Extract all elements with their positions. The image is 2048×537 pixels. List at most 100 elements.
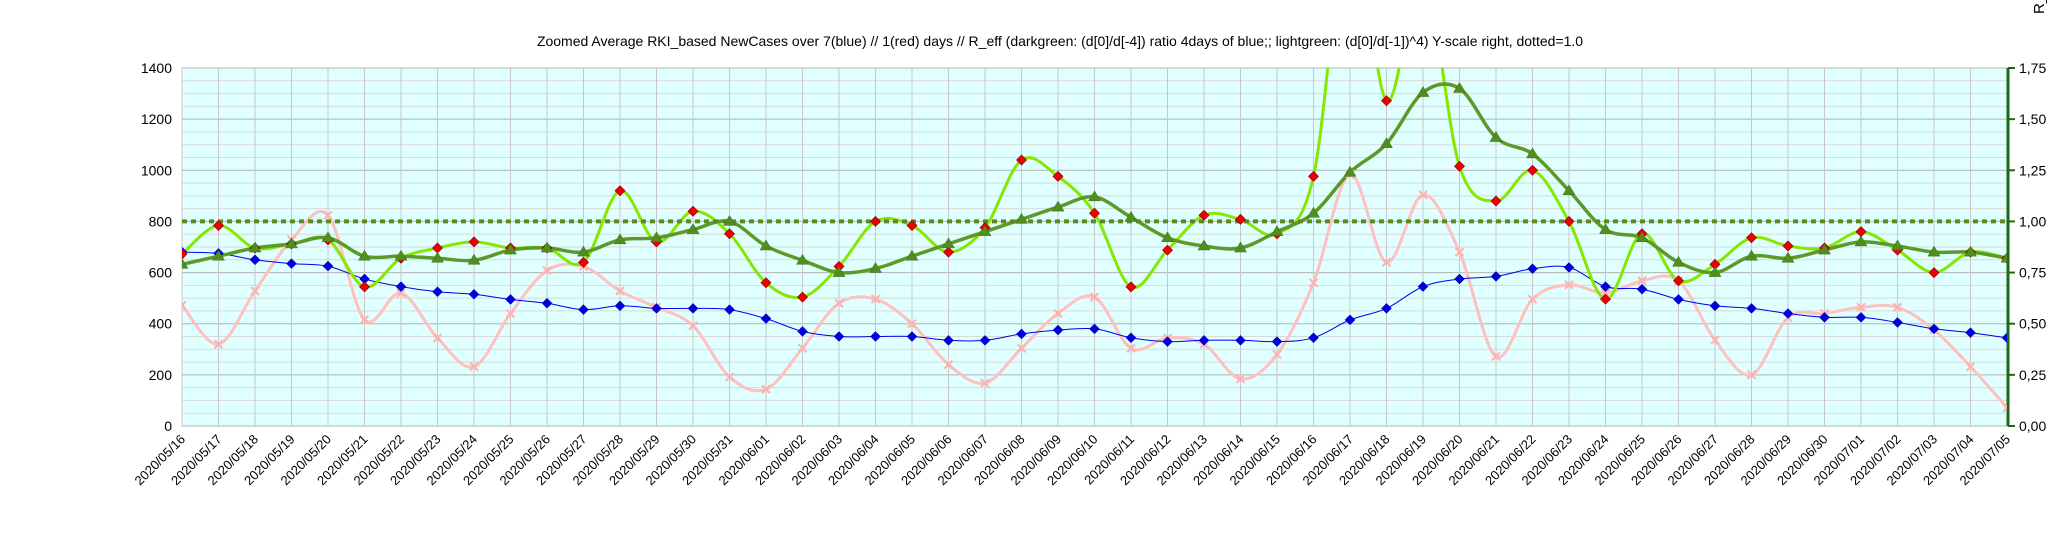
data-point-blue xyxy=(760,313,772,324)
axes xyxy=(2006,67,2015,427)
data-point-triangle xyxy=(321,231,335,243)
data-point-triangle xyxy=(1161,231,1174,243)
data-point-blue xyxy=(1673,294,1684,305)
data-point-blue xyxy=(1965,327,1976,339)
data-point-blue xyxy=(1928,323,1940,335)
series-line xyxy=(182,172,2007,409)
data-point-x xyxy=(688,321,698,331)
data-point-triangle xyxy=(1927,245,1941,257)
data-point-blue xyxy=(724,304,735,316)
data-point-triangle xyxy=(759,239,773,251)
data-point-x xyxy=(323,210,333,220)
y-tick-label: 1000 xyxy=(141,162,172,178)
data-point-red xyxy=(468,236,480,248)
data-point-triangle xyxy=(1307,206,1320,218)
data-point-triangle xyxy=(1562,184,1576,195)
data-point-red xyxy=(797,291,808,303)
data-point-x xyxy=(1527,294,1538,304)
data-point-triangle xyxy=(248,241,262,253)
data-point-blue xyxy=(1271,336,1283,347)
data-point-blue xyxy=(1819,311,1830,323)
data-point-x xyxy=(943,359,954,370)
data-point-blue xyxy=(1855,311,1867,323)
data-point-x xyxy=(1965,361,1976,372)
data-point-triangle xyxy=(1015,212,1028,224)
data-point-blue xyxy=(906,331,918,342)
data-point-blue xyxy=(1125,332,1137,344)
data-point-triangle xyxy=(942,237,955,249)
data-point-triangle xyxy=(394,249,408,261)
data-point-blue xyxy=(1600,281,1611,292)
y-tick-label: 800 xyxy=(149,213,173,229)
data-point-triangle xyxy=(1781,251,1795,263)
data-point-blue xyxy=(541,297,553,309)
data-point-triangle xyxy=(212,249,225,261)
data-point-triangle xyxy=(285,237,298,249)
data-point-triangle xyxy=(1708,266,1722,277)
data-point-blue xyxy=(578,304,589,316)
data-point-blue xyxy=(395,281,407,292)
data-point-red xyxy=(1016,154,1027,166)
data-point-triangle xyxy=(1489,131,1503,142)
data-point-red xyxy=(1563,215,1575,227)
data-point-triangle xyxy=(1051,200,1065,212)
data-point-x xyxy=(2002,402,2007,413)
data-point-triangle xyxy=(723,214,736,226)
data-point-triangle xyxy=(1343,165,1357,177)
data-point-red xyxy=(1125,281,1137,293)
data-point-blue xyxy=(322,260,334,272)
data-point-blue xyxy=(1198,334,1210,346)
y-tick-label: 1400 xyxy=(141,60,172,76)
data-point-red xyxy=(687,205,699,217)
data-point-red xyxy=(1235,213,1246,225)
data-point-x xyxy=(1564,280,1574,290)
data-point-red xyxy=(1673,275,1684,287)
data-point-red xyxy=(1454,160,1465,172)
data-point-red xyxy=(614,185,626,197)
data-point-x xyxy=(980,378,990,388)
data-point-x xyxy=(1600,288,1611,298)
data-point-triangle xyxy=(1270,225,1284,236)
data-point-blue xyxy=(468,288,480,300)
data-point-x xyxy=(615,286,625,296)
data-point-x xyxy=(396,288,406,298)
data-point-x xyxy=(834,298,844,308)
data-point-blue xyxy=(1344,314,1356,326)
data-point-x xyxy=(1016,343,1027,353)
data-point-x xyxy=(1272,349,1282,360)
data-point-blue xyxy=(1746,303,1757,314)
data-point-triangle xyxy=(1599,223,1612,234)
data-point-red xyxy=(1600,293,1611,305)
data-point-triangle xyxy=(686,223,700,234)
data-point-red xyxy=(943,246,954,258)
y2-tick-label: 0,00 xyxy=(2019,418,2046,434)
data-point-red xyxy=(1162,244,1173,256)
data-point-blue xyxy=(651,303,662,314)
data-point-x xyxy=(469,361,479,372)
data-point-blue xyxy=(979,334,991,346)
data-point-x xyxy=(250,286,260,296)
data-point-x xyxy=(1308,278,1319,288)
y2-tick-label: 0,25 xyxy=(2019,367,2046,383)
data-point-x xyxy=(1418,190,1428,200)
data-point-x xyxy=(1856,302,1866,313)
y2-tick-label: 0,75 xyxy=(2019,265,2046,281)
data-point-triangle xyxy=(182,257,189,269)
data-point-triangle xyxy=(1088,190,1101,202)
data-point-blue xyxy=(286,258,297,269)
data-point-triangle xyxy=(1854,235,1868,247)
data-point-x xyxy=(797,343,808,353)
data-point-blue xyxy=(1016,328,1027,340)
data-point-triangle xyxy=(1891,239,1904,251)
data-point-x xyxy=(1089,292,1100,302)
data-point-x xyxy=(1491,351,1501,362)
data-point-x xyxy=(1710,335,1720,345)
data-point-blue xyxy=(797,326,808,337)
data-point-blue xyxy=(870,331,881,342)
data-point-blue xyxy=(249,254,261,266)
data-point-triangle xyxy=(1124,210,1138,222)
data-point-red xyxy=(1782,240,1794,252)
data-point-blue xyxy=(1563,262,1575,273)
data-point-red xyxy=(1527,164,1538,176)
